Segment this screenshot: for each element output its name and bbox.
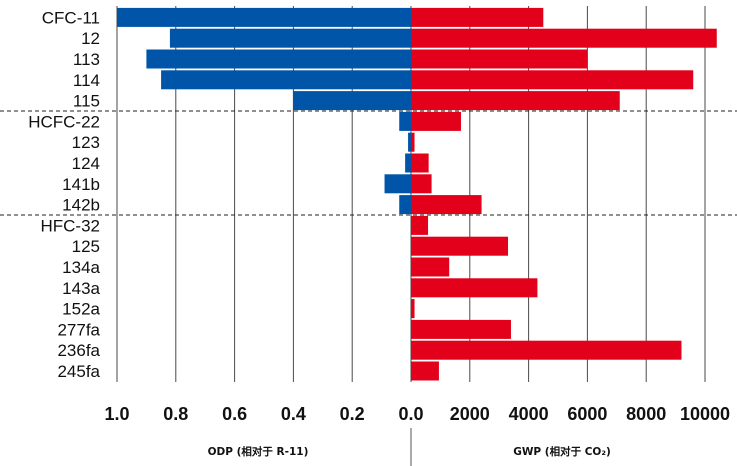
gwp-bar-123 — [411, 132, 415, 152]
right-tick-label: 10000 — [680, 404, 730, 424]
odp-bar-113 — [146, 49, 411, 69]
category-label-123: 123 — [72, 133, 100, 152]
left-tick-label: 0.0 — [398, 404, 423, 424]
category-label-hcfc-22: HCFC-22 — [28, 112, 100, 131]
group-separators — [0, 110, 737, 216]
odp-bar-12 — [169, 28, 411, 48]
gridlines — [116, 6, 706, 382]
right-axis-tick-labels: 2000 4000 6000 8000 10000 — [450, 404, 730, 424]
left-tick-label: 0.4 — [281, 404, 306, 424]
gwp-bar-277fa — [411, 319, 511, 339]
odp-bar-114 — [161, 70, 411, 90]
gwp-bar-142b — [411, 195, 482, 215]
gwp-bar-125 — [411, 236, 509, 256]
right-tick-label: 6000 — [567, 404, 607, 424]
gwp-bar-134a — [411, 257, 450, 277]
gwp-bar-cfc-11 — [411, 7, 544, 27]
category-label-134a: 134a — [62, 258, 100, 277]
odp-bar-115 — [293, 91, 411, 111]
right-tick-label: 8000 — [626, 404, 666, 424]
gwp-bar-hcfc-22 — [411, 111, 461, 131]
odp-bar-123 — [408, 132, 411, 152]
category-label-125: 125 — [72, 237, 100, 256]
left-tick-label: 1.0 — [104, 404, 129, 424]
category-label-141b: 141b — [62, 175, 100, 194]
category-label-113: 113 — [73, 50, 100, 69]
odp-bar-141b — [384, 174, 411, 194]
gwp-bar-236fa — [411, 340, 682, 360]
gwp-bar-115 — [411, 91, 620, 111]
odp-bars — [117, 7, 411, 215]
left-axis-tick-labels: 1.0 0.8 0.6 0.4 0.2 0.0 — [104, 404, 423, 424]
left-axis-title: ODP (相对于 R-11) — [208, 445, 309, 458]
right-tick-label: 4000 — [509, 404, 549, 424]
left-tick-label: 0.6 — [222, 404, 247, 424]
gwp-bar-hfc-32 — [411, 215, 429, 235]
gwp-bar-143a — [411, 278, 538, 298]
category-label-152a: 152a — [62, 300, 100, 319]
category-label-245fa: 245fa — [57, 362, 100, 381]
category-label-236fa: 236fa — [57, 341, 100, 360]
left-tick-label: 0.8 — [163, 404, 188, 424]
gwp-bar-152a — [411, 299, 415, 319]
gwp-bar-141b — [411, 174, 432, 194]
gwp-bar-113 — [411, 49, 588, 69]
gwp-bar-12 — [411, 28, 717, 48]
gwp-bar-124 — [411, 153, 429, 173]
odp-bar-124 — [405, 153, 411, 173]
category-label-cfc-11: CFC-11 — [42, 8, 100, 27]
category-label-142b: 142b — [62, 196, 100, 215]
odp-bar-142b — [399, 195, 411, 215]
category-label-hfc-32: HFC-32 — [40, 216, 100, 235]
gwp-bar-114 — [411, 70, 694, 90]
right-axis-title: GWP (相对于 CO₂) — [513, 445, 611, 458]
category-label-12: 12 — [81, 29, 100, 48]
gwp-bars — [411, 7, 717, 381]
category-label-277fa: 277fa — [57, 320, 100, 339]
gwp-bar-245fa — [411, 361, 439, 381]
category-label-115: 115 — [73, 92, 100, 111]
odp-bar-cfc-11 — [117, 7, 411, 27]
left-tick-label: 0.2 — [340, 404, 365, 424]
right-tick-label: 2000 — [450, 404, 490, 424]
category-label-124: 124 — [72, 154, 100, 173]
category-label-143a: 143a — [62, 279, 100, 298]
category-label-114: 114 — [73, 71, 100, 90]
odp-bar-hcfc-22 — [399, 111, 411, 131]
